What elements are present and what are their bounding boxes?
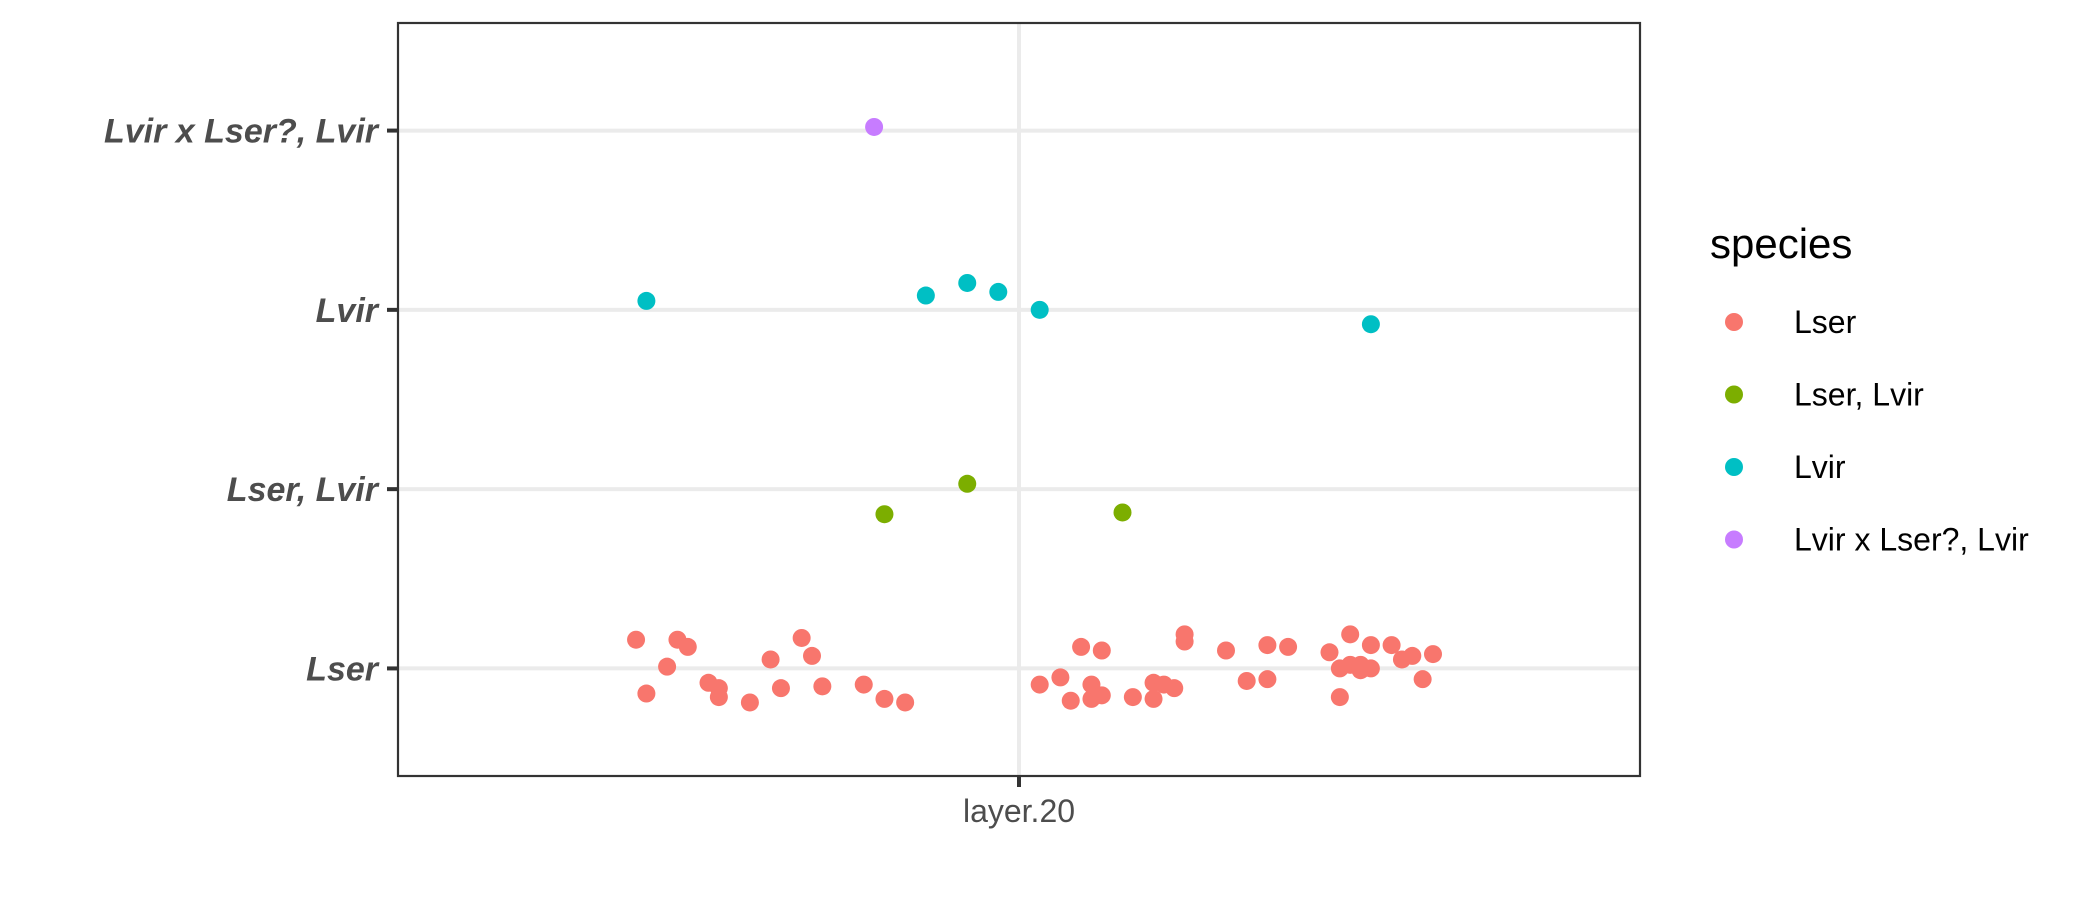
data-points	[627, 117, 1442, 712]
data-point	[854, 675, 873, 694]
y-tick-label: Lvir	[316, 292, 380, 330]
data-point	[1051, 668, 1070, 687]
data-point	[1217, 641, 1235, 660]
data-point	[1361, 659, 1380, 678]
data-point	[1258, 670, 1277, 689]
gridlines	[398, 23, 1640, 776]
legend-title: species	[1710, 220, 1852, 267]
legend-keys: Lser Lser, Lvir Lvir Lvir x Lser?, Lvir	[1725, 304, 2029, 558]
y-tick-label: Lser, Lvir	[227, 471, 380, 509]
legend-key-dot	[1725, 458, 1743, 476]
data-point	[875, 689, 894, 708]
data-point	[1123, 688, 1142, 707]
data-point	[1424, 645, 1442, 664]
data-point	[1361, 315, 1380, 334]
data-point	[1113, 503, 1132, 522]
data-point	[875, 505, 894, 524]
data-point	[637, 684, 656, 703]
legend-key-dot	[1725, 530, 1743, 549]
data-point	[761, 650, 780, 669]
axes: Lser Lser, Lvir Lvir Lvir x Lser?, Lvir laye…	[104, 113, 1075, 829]
y-tick-label: Lvir x Lser?, Lvir	[104, 113, 380, 151]
data-point	[792, 628, 811, 647]
data-point	[865, 117, 884, 136]
legend-label: Lser, Lvir	[1794, 377, 1924, 413]
data-point	[803, 646, 821, 665]
data-point	[1237, 671, 1256, 690]
legend-key-dot	[1725, 313, 1743, 331]
data-point	[1258, 636, 1277, 655]
data-point	[813, 677, 832, 696]
data-point	[1279, 637, 1298, 656]
data-point	[1092, 686, 1111, 705]
data-point	[1144, 689, 1163, 708]
data-point	[896, 693, 915, 712]
legend: species Lser Lser, Lvir Lvir Lvir x Lser?, …	[1710, 220, 2029, 558]
data-point	[1061, 691, 1080, 710]
data-point	[740, 693, 759, 712]
data-point	[1361, 636, 1380, 655]
data-point	[958, 474, 977, 493]
data-point	[637, 291, 656, 310]
data-point	[1072, 637, 1091, 656]
data-point	[916, 286, 935, 305]
data-point	[709, 679, 728, 698]
data-point	[1341, 625, 1360, 644]
legend-label: Lser	[1794, 304, 1857, 340]
legend-label: Lvir x Lser?, Lvir	[1794, 522, 2029, 558]
data-point	[1382, 636, 1401, 655]
data-point	[1030, 675, 1049, 694]
data-point	[1165, 679, 1184, 698]
data-point	[627, 630, 646, 649]
y-tick-label: Lser	[306, 650, 380, 688]
data-point	[1320, 643, 1339, 662]
data-point	[1175, 625, 1194, 644]
data-point	[1413, 670, 1432, 689]
data-point	[771, 679, 790, 698]
data-point	[958, 273, 977, 292]
x-tick-label: layer.20	[963, 793, 1075, 829]
data-point	[1092, 641, 1111, 660]
legend-key-dot	[1725, 385, 1743, 404]
data-point	[1403, 646, 1422, 665]
data-point	[1030, 300, 1049, 319]
data-point	[658, 657, 677, 676]
data-point	[989, 282, 1008, 301]
data-point	[1330, 688, 1349, 707]
data-point	[678, 637, 697, 656]
legend-label: Lvir	[1794, 449, 1846, 485]
